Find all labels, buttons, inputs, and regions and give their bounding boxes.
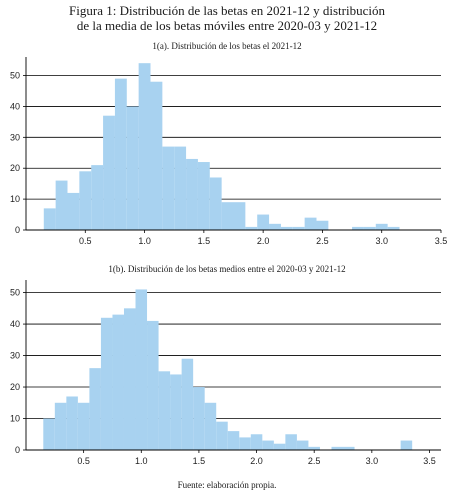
chart-b-bar xyxy=(193,387,205,450)
chart-a-bar xyxy=(245,226,258,230)
chart-a-y-tick-label: 40 xyxy=(10,101,20,111)
chart-a-bar xyxy=(67,192,80,230)
figure-source: Fuente: elaboración propia. xyxy=(177,480,277,490)
chart-a-bar xyxy=(55,180,68,230)
chart-a-bar xyxy=(387,226,400,230)
figure-title-line-1: Figura 1: Distribución de las betas en 2… xyxy=(69,3,385,18)
chart-a-x-tick-label: 0.5 xyxy=(79,236,92,246)
chart-a-bar xyxy=(126,106,139,230)
chart-b-bar xyxy=(158,371,171,450)
chart-a-bar xyxy=(150,81,163,230)
chart-b-x-tick-label: 1.5 xyxy=(193,456,206,466)
chart-a-x-tick-label: 1.0 xyxy=(138,236,151,246)
chart-b-y-tick-label: 40 xyxy=(10,319,20,329)
histogram-chart-b: 0 10 20 30 40 50 0.5 1.0 1.5 2.0 2.5 3.0 3.5 xyxy=(10,280,441,466)
chart-b-x-tick-label: 2.0 xyxy=(250,456,263,466)
chart-b-bar xyxy=(123,308,136,450)
figure-title: Figura 1: Distribución de las betas en 2… xyxy=(0,3,454,33)
chart-b-x-tick-label: 3.5 xyxy=(423,456,436,466)
chart-b-bar xyxy=(147,320,159,450)
chart-a-bar xyxy=(103,115,115,230)
chart-b-bar xyxy=(331,446,344,450)
chart-b-y-tick-label: 50 xyxy=(10,288,20,298)
chart-a-bar xyxy=(280,226,293,230)
chart-a-x-tick-label: 2.5 xyxy=(316,236,329,246)
chart-b-bar xyxy=(135,289,148,450)
chart-a-bar xyxy=(91,165,104,230)
chart-a-bar xyxy=(162,146,175,230)
chart-b-y-tick-label: 20 xyxy=(10,382,20,392)
chart-b-x-tick-label: 1.0 xyxy=(135,456,148,466)
chart-b-x-tick-label: 0.5 xyxy=(77,456,90,466)
chart-a-y-tick-label: 30 xyxy=(10,132,20,142)
chart-a-bar xyxy=(375,223,388,230)
chart-b-bar xyxy=(250,434,263,450)
chart-b-bar xyxy=(54,402,67,450)
chart-b-bar xyxy=(89,368,101,450)
chart-b-y-tick-label: 0 xyxy=(15,445,20,455)
chart-a-y-tick-label: 20 xyxy=(10,163,20,173)
chart-b-bar xyxy=(204,402,217,450)
chart-a-bar xyxy=(138,63,151,230)
chart-b-bar xyxy=(216,421,228,450)
chart-a-bar xyxy=(43,208,56,230)
chart-a-x-tick-label: 2.0 xyxy=(257,236,270,246)
chart-a-bar xyxy=(269,223,281,230)
chart-a-bar xyxy=(79,171,92,230)
chart-b-bar xyxy=(170,374,182,450)
chart-a-y-tick-label: 50 xyxy=(10,71,20,81)
chart-b-bar xyxy=(308,446,320,450)
chart-b-title: 1(b). Distribución de los betas medios e… xyxy=(108,264,346,274)
chart-a-bar xyxy=(363,226,376,230)
chart-a-bar xyxy=(304,217,317,230)
chart-a-bar xyxy=(209,177,222,230)
chart-b-bar xyxy=(181,358,194,450)
chart-b-bar xyxy=(343,446,355,450)
chart-b-bar xyxy=(273,443,286,450)
chart-b-bar xyxy=(285,434,297,450)
chart-a-bar xyxy=(197,162,210,230)
chart-b-bar xyxy=(66,396,78,450)
chart-b-x-tick-label: 2.5 xyxy=(308,456,321,466)
chart-b-bar xyxy=(296,440,309,450)
figure-title-line-2: de la media de los betas móviles entre 2… xyxy=(76,18,378,33)
chart-a-x-tick-label: 1.5 xyxy=(198,236,211,246)
chart-b-y-tick-label: 30 xyxy=(10,351,20,361)
chart-b-bar xyxy=(227,431,240,450)
chart-b-bar xyxy=(77,402,90,450)
chart-a-title: 1(a). Distribución de los betas el 2021-… xyxy=(152,41,302,51)
histogram-chart-a: 0 10 20 30 40 50 0.5 1.0 1.5 2.0 2.5 3.0 3.5 xyxy=(10,57,448,246)
chart-a-x-tick-label: 3.0 xyxy=(375,236,388,246)
chart-b-bar xyxy=(400,440,413,450)
chart-a-bar xyxy=(186,158,198,230)
chart-a-bar xyxy=(292,226,305,230)
chart-b-bar xyxy=(43,418,55,450)
chart-b-bar xyxy=(262,440,274,450)
chart-a-bar xyxy=(352,226,364,230)
chart-b-bar xyxy=(112,314,124,450)
chart-b-y-tick-label: 10 xyxy=(10,414,20,424)
chart-a-y-tick-label: 10 xyxy=(10,194,20,204)
chart-b-x-tick-label: 3.0 xyxy=(366,456,379,466)
chart-a-bar xyxy=(174,146,187,230)
chart-a-bar xyxy=(221,202,234,230)
chart-a-bar xyxy=(257,214,270,230)
chart-b-bar xyxy=(100,317,113,450)
chart-b-bar xyxy=(239,437,251,450)
chart-a-x-tick-label: 3.5 xyxy=(435,236,448,246)
chart-a-bar xyxy=(316,220,329,230)
chart-a-bar xyxy=(233,202,246,230)
chart-a-bar xyxy=(114,78,127,230)
chart-a-y-tick-label: 0 xyxy=(15,225,20,235)
